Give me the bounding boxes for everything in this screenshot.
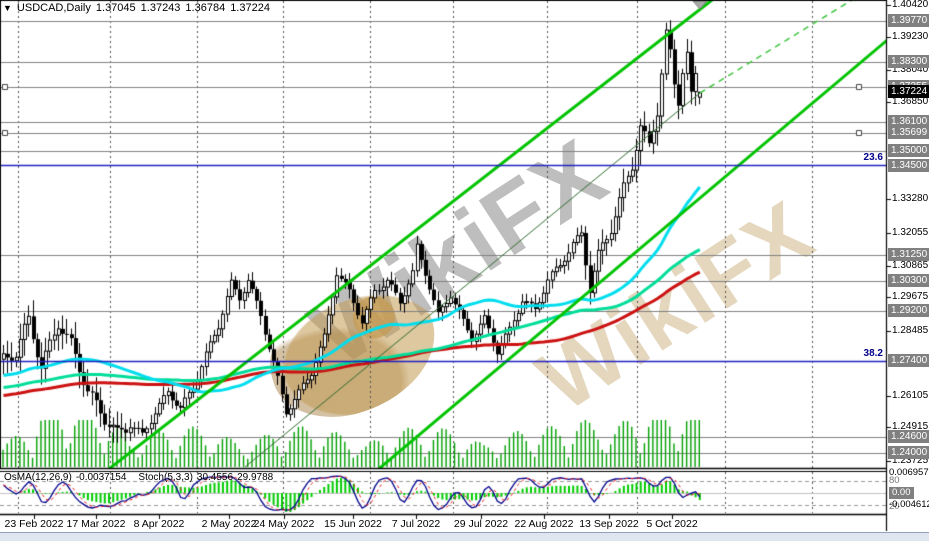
price-level-badge: 1.35699	[888, 126, 929, 139]
current-price-badge: 1.37224	[888, 85, 929, 98]
date-tick-label: 17 Mar 2022	[66, 518, 126, 530]
collapse-arrow-icon[interactable]: ▼	[3, 3, 12, 13]
price-tick-label: 1.40420	[892, 0, 929, 10]
price-level-badge: 1.29200	[888, 304, 929, 317]
date-tick-label: 29 Jul 2022	[453, 518, 509, 530]
price-tick-label: 1.30865	[892, 260, 929, 271]
osma-min-label: -0.004612	[889, 499, 929, 510]
price-tick-label: 1.32055	[892, 227, 929, 238]
date-tick-label: 23 Feb 2022	[4, 518, 64, 530]
fib-level-label: 38.2	[863, 348, 883, 359]
price-tick-label: 1.38040	[892, 64, 929, 75]
price-tick-label: 1.28485	[892, 325, 929, 336]
price-level-badge: 1.34500	[888, 159, 929, 172]
price-tick-label: 1.29675	[892, 291, 929, 302]
ohlc-low: 1.36784	[185, 2, 226, 14]
price-level-badge: 1.30300	[888, 274, 929, 287]
ohlc-close: 1.37224	[230, 2, 270, 14]
price-level-badge: 1.36100	[888, 115, 929, 128]
price-level-badge: 1.39770	[888, 14, 929, 27]
date-tick-label: 13 Sep 2022	[579, 518, 639, 530]
price-tick-label: 1.24915	[892, 421, 929, 432]
price-tick-label: 1.23725	[892, 455, 929, 466]
fib-level-label: 23.6	[863, 152, 883, 163]
price-level-badge: 1.24000	[888, 446, 929, 459]
indicator-legend: OsMA(12,26,9) -0.0037154 Stoch(5,3,3) 30.45…	[4, 472, 277, 483]
stoch-k-value: 30.4556	[196, 472, 234, 483]
date-tick-label: 2 May 2022	[201, 518, 257, 530]
stoch-label: Stoch(5,3,3)	[138, 472, 193, 483]
price-level-badge: 1.24600	[888, 430, 929, 443]
price-tick-label: 1.39230	[892, 31, 929, 42]
stoch-20-label: 20	[889, 501, 900, 512]
price-level-badge: 1.38300	[888, 55, 929, 68]
date-tick-label: 8 Apr 2022	[133, 518, 185, 530]
date-tick-label: 7 Jul 2022	[391, 518, 441, 530]
price-level-badge: 1.35000	[888, 144, 929, 157]
chart-legend: ▼ USDCAD,Daily 1.37045 1.37243 1.36784 1.3722…	[3, 2, 275, 14]
price-level-badge: 1.27400	[888, 354, 929, 367]
symbol-timeframe-label: USDCAD,Daily	[16, 2, 91, 14]
osma-zero-label: 0.00	[889, 487, 914, 499]
ohlc-high: 1.37243	[140, 2, 181, 14]
osma-label: OsMA(12,26,9)	[4, 472, 72, 483]
status-bar	[0, 532, 929, 541]
date-tick-label: 22 Aug 2022	[514, 518, 574, 530]
price-level-badge: 1.31250	[888, 248, 929, 261]
stoch-80-label: 80	[889, 475, 900, 486]
price-tick-label: 1.26105	[892, 390, 929, 401]
date-tick-label: 24 May 2022	[253, 518, 315, 530]
date-tick-label: 5 Oct 2022	[646, 518, 698, 530]
stoch-d-value: 29.9788	[237, 472, 274, 483]
date-tick-label: 15 Jun 2022	[324, 518, 382, 530]
price-tick-label: 1.36850	[892, 96, 929, 107]
osma-value: -0.0037154	[75, 472, 127, 483]
ohlc-open: 1.37045	[95, 2, 136, 14]
price-tick-label: 1.33280	[892, 193, 929, 204]
